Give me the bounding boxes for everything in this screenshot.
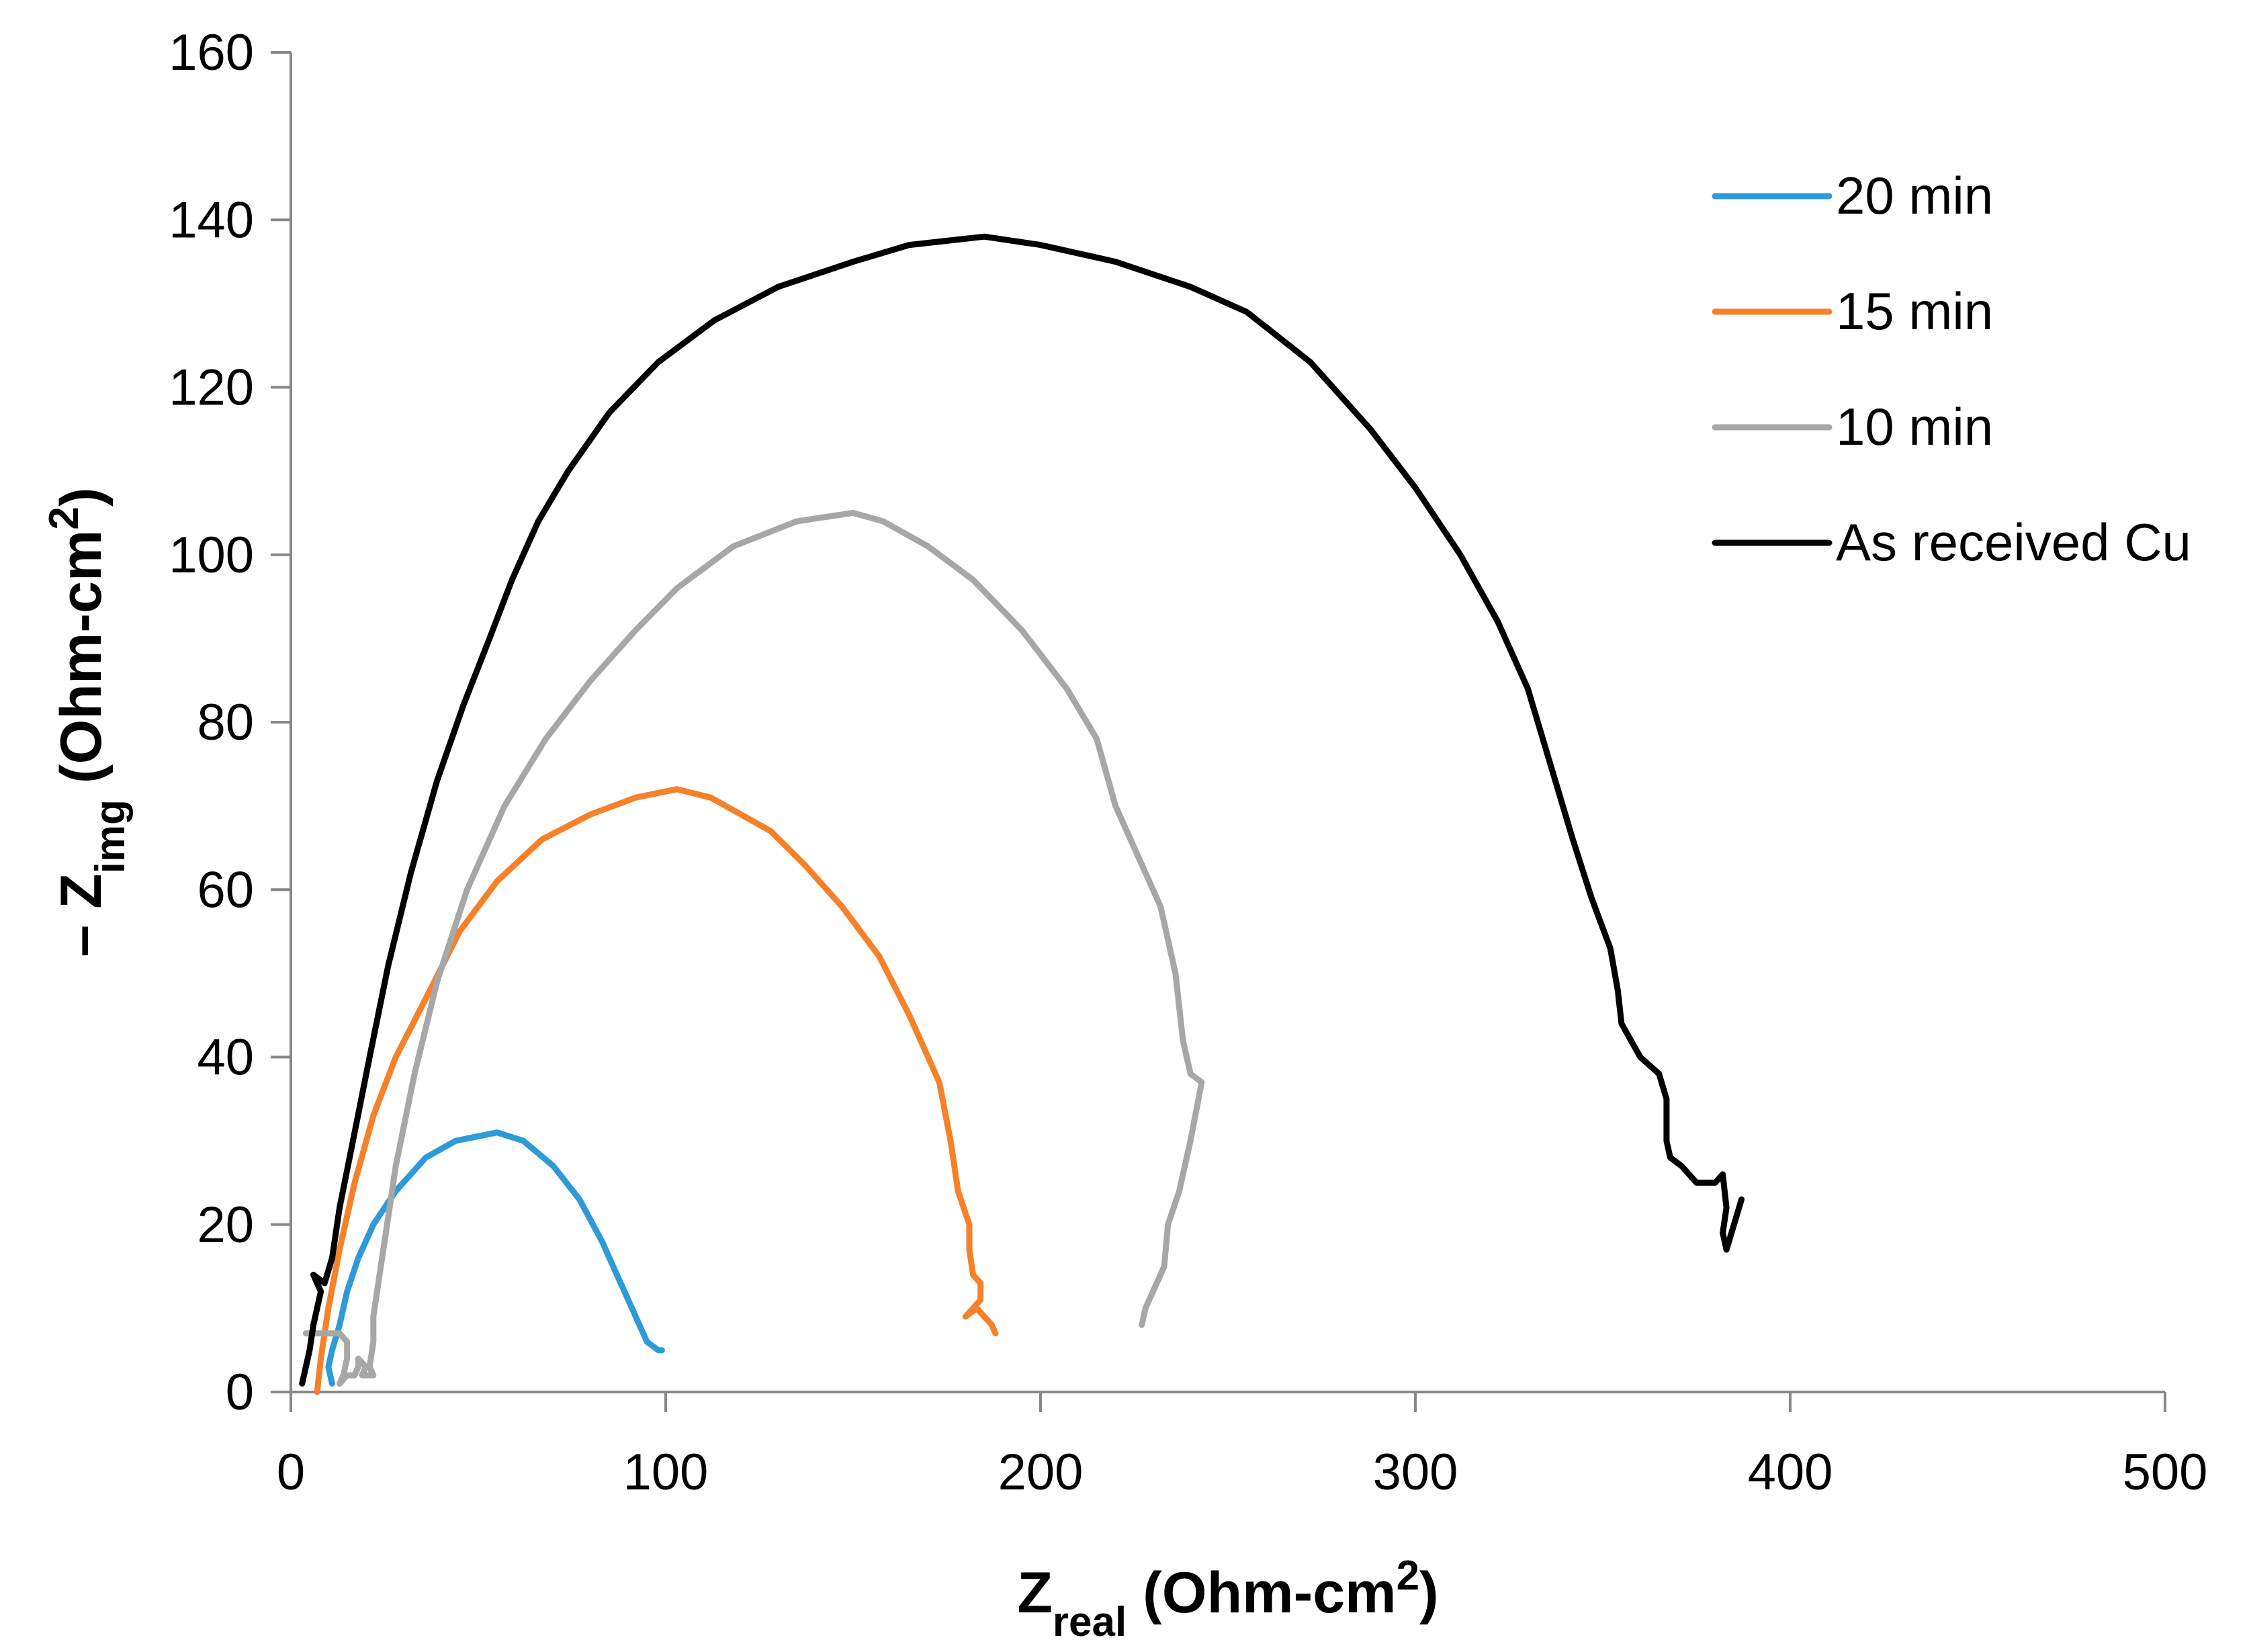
legend: 20 min 15 min 10 min As received Cu [1712, 166, 2191, 572]
y-axis-title-sub: img [87, 799, 134, 873]
x-tick-label: 500 [2123, 1444, 2208, 1501]
legend-item-as-received: As received Cu [1712, 513, 2191, 572]
y-tick-label: 0 [226, 1364, 254, 1421]
x-axis-title-main: Z [1017, 1561, 1053, 1625]
legend-label-as-received: As received Cu [1836, 513, 2191, 572]
y-axis-title: – Zimg (Ohm-cm2) [41, 488, 134, 957]
x-tick-label: 400 [1748, 1444, 1833, 1501]
x-axis-title-sup: 2 [1397, 1553, 1419, 1599]
series-line-10-min [302, 509, 1205, 1387]
y-tick-label: 20 [197, 1197, 254, 1254]
x-tick-label: 200 [998, 1444, 1084, 1501]
y-tick-label: 40 [197, 1029, 254, 1086]
axis-ticks: 0 20 40 60 80 100 120 140 160 0 100 200 300 400 500 [169, 24, 2207, 1501]
x-tick-label: 0 [277, 1444, 305, 1501]
x-tick-label: 100 [623, 1444, 709, 1501]
y-axis-title-end: ) [49, 488, 114, 507]
series-line-20-min [325, 1129, 665, 1387]
y-tick-label: 80 [197, 694, 254, 751]
y-axis-title-sup: 2 [41, 507, 87, 529]
y-tick-label: 120 [169, 359, 254, 417]
x-axis-title-end: ) [1419, 1561, 1439, 1625]
y-axis-title-prefix: – Z [49, 873, 114, 957]
legend-item-20min: 20 min [1712, 166, 1993, 225]
y-tick-label: 140 [169, 191, 254, 249]
series-lines [299, 233, 1745, 1395]
legend-item-10min: 10 min [1712, 397, 1993, 456]
series-line-15-min [314, 786, 999, 1395]
legend-label-15min: 15 min [1836, 281, 1993, 341]
x-axis-title-rest: (Ohm-cm [1127, 1561, 1396, 1625]
x-tick-label: 300 [1373, 1444, 1458, 1501]
series-line-as-received-cu [299, 233, 1745, 1387]
x-axis-title-sub: real [1053, 1599, 1127, 1645]
legend-label-10min: 10 min [1836, 397, 1993, 456]
legend-label-20min: 20 min [1836, 166, 1993, 225]
y-tick-label: 160 [169, 24, 254, 81]
y-tick-label: 100 [169, 527, 254, 584]
x-axis-title: Zreal (Ohm-cm2) [1017, 1553, 1438, 1645]
y-tick-label: 60 [197, 861, 254, 918]
legend-item-15min: 15 min [1712, 281, 1993, 341]
y-axis-title-rest: (Ohm-cm [49, 530, 114, 799]
